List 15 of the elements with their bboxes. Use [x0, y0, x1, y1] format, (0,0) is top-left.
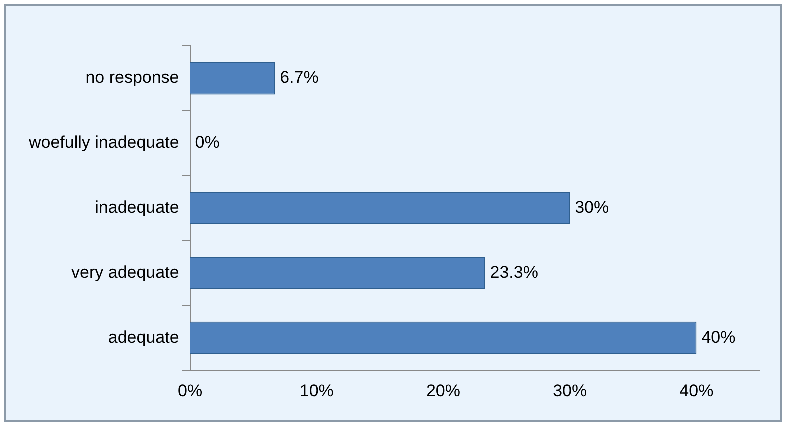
y-tick-label: adequate: [108, 328, 180, 347]
x-tick-label: 10%: [300, 381, 334, 400]
y-tick-label: no response: [86, 68, 180, 88]
data-label: 0%: [195, 133, 220, 152]
x-tick-label: 20%: [426, 381, 461, 400]
data-label: 23.3%: [490, 262, 538, 282]
x-tick-label: 40%: [680, 381, 714, 400]
data-label: 30%: [575, 198, 610, 217]
y-tick-label: very adequate: [72, 262, 180, 282]
y-tick-label: inadequate: [95, 198, 180, 217]
x-tick-label: 0%: [178, 381, 203, 400]
x-tick-label: 30%: [553, 381, 588, 400]
y-tick-label: woefully inadequate: [28, 133, 180, 152]
data-label: 6.7%: [280, 68, 319, 88]
data-label: 40%: [702, 328, 736, 347]
